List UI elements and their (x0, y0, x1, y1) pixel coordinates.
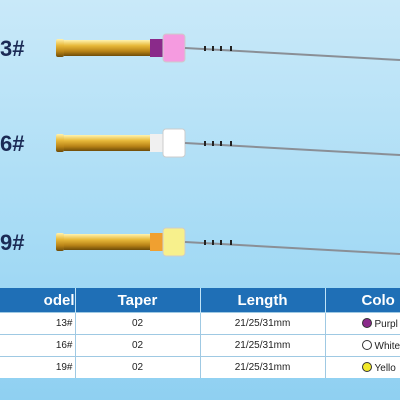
color-name: Purpl (374, 318, 398, 330)
ring-band (150, 233, 164, 251)
table-cell: 21/25/31mm (200, 312, 326, 335)
ring-band (150, 134, 164, 152)
color-name: White (374, 340, 400, 352)
spec-table: odel Taper Length Colo 13# 02 21/25/31mm Purpl… (0, 288, 400, 378)
table-cell: 02 (75, 334, 201, 357)
file-size-label: 6# (0, 131, 24, 156)
color-ring (162, 227, 186, 257)
color-name: Yello (374, 362, 396, 374)
color-ring (162, 33, 186, 63)
table-cell: 21/25/31mm (200, 334, 326, 357)
table-row: 16# 02 21/25/31mm White (0, 334, 400, 357)
file-size-label: 3# (0, 36, 24, 61)
needle (184, 47, 400, 61)
ring-band (150, 39, 164, 57)
file-size-label: 9# (0, 230, 24, 255)
handle (64, 40, 154, 56)
table-cell: 13# (0, 312, 76, 335)
table-cell: 21/25/31mm (200, 356, 326, 378)
color-dot (361, 361, 372, 372)
needle (184, 142, 400, 156)
color-ring (162, 128, 186, 158)
table-cell: 19# (0, 356, 76, 378)
table-cell: Yello (325, 356, 400, 378)
table-row: 13# 02 21/25/31mm Purpl (0, 312, 400, 335)
header-row: odel Taper Length Colo (0, 288, 400, 313)
table-cell: 02 (75, 356, 201, 378)
table-cell: White (325, 334, 400, 357)
header-cell: odel (0, 288, 76, 313)
header-cell: Taper (75, 288, 201, 313)
header-cell: Colo (325, 288, 400, 313)
header-cell: Length (200, 288, 326, 313)
table-cell: Purpl (325, 312, 400, 335)
handle (64, 234, 154, 250)
table-cell: 16# (0, 334, 76, 357)
table-row: 19# 02 21/25/31mm Yello (0, 356, 400, 378)
handle (64, 135, 154, 151)
color-dot (361, 317, 372, 328)
color-dot (361, 339, 372, 350)
handle-cap (56, 233, 64, 251)
handle-cap (56, 134, 64, 152)
table-cell: 02 (75, 312, 201, 335)
needle (184, 241, 400, 255)
files-illustration: 3# 6# 9# (0, 33, 400, 257)
handle-cap (56, 39, 64, 57)
